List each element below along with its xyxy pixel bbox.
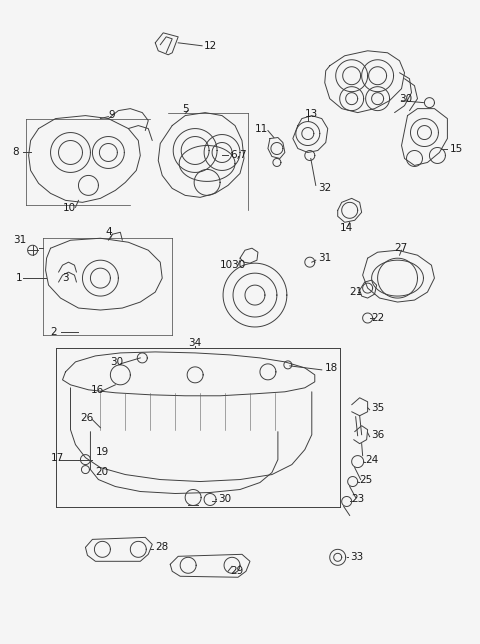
Text: 27: 27 [395, 243, 408, 253]
Text: 15: 15 [449, 144, 463, 153]
Text: 25: 25 [360, 475, 373, 484]
Text: 35: 35 [372, 402, 385, 413]
Text: 18: 18 [325, 363, 338, 373]
Text: 12: 12 [204, 41, 217, 51]
Text: 22: 22 [372, 313, 385, 323]
Text: 11: 11 [255, 124, 268, 133]
Text: 2: 2 [50, 327, 57, 337]
Text: 31: 31 [318, 253, 331, 263]
Text: 31: 31 [12, 235, 26, 245]
Text: 1030: 1030 [220, 260, 246, 270]
Text: 30: 30 [399, 93, 413, 104]
Text: 30: 30 [218, 495, 231, 504]
Text: 29: 29 [230, 566, 243, 576]
Text: 32: 32 [318, 184, 331, 193]
Text: 1: 1 [16, 273, 22, 283]
Text: 6,7: 6,7 [230, 151, 247, 160]
Text: 34: 34 [188, 338, 202, 348]
Text: 14: 14 [340, 223, 353, 233]
Text: 21: 21 [350, 287, 363, 297]
Text: 20: 20 [96, 466, 108, 477]
Text: 24: 24 [366, 455, 379, 464]
Text: 9: 9 [108, 109, 115, 120]
Text: 8: 8 [12, 147, 19, 158]
Text: 30: 30 [110, 357, 123, 367]
Text: 28: 28 [155, 542, 168, 553]
Text: 10: 10 [62, 204, 76, 213]
Text: 3: 3 [62, 273, 69, 283]
Text: 33: 33 [350, 553, 363, 562]
Text: 17: 17 [50, 453, 64, 462]
Text: 4: 4 [106, 227, 112, 237]
Text: 13: 13 [305, 109, 318, 118]
Text: 23: 23 [352, 495, 365, 504]
Text: 19: 19 [96, 447, 108, 457]
Text: 5: 5 [182, 104, 189, 113]
Text: 16: 16 [90, 385, 104, 395]
Text: 36: 36 [372, 430, 385, 440]
Text: 26: 26 [81, 413, 94, 422]
